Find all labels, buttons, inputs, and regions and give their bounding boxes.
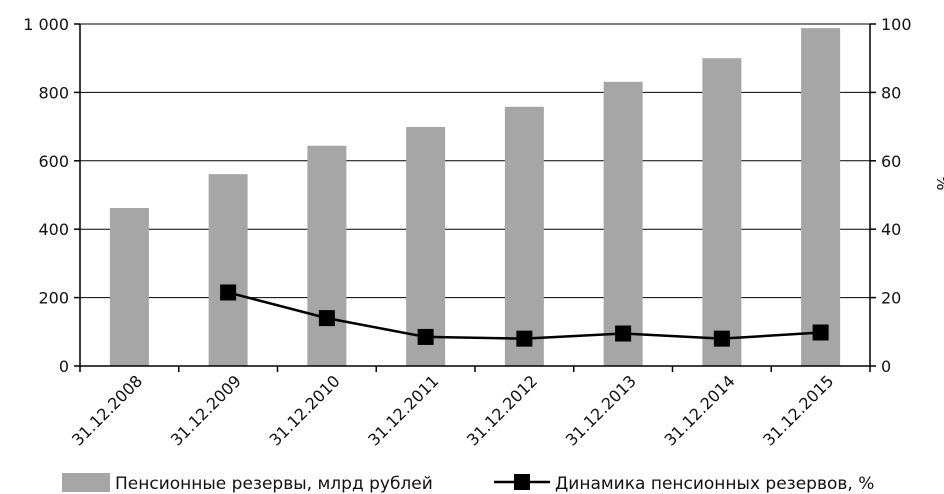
x-tick-label: 31.12.2008 bbox=[68, 371, 146, 449]
bar bbox=[505, 107, 544, 366]
grid-lines bbox=[80, 24, 870, 298]
right-tick-label: 40 bbox=[881, 220, 901, 239]
x-tick-label: 31.12.2012 bbox=[463, 371, 541, 449]
right-tick-label: 60 bbox=[881, 152, 901, 171]
line-point bbox=[418, 329, 434, 345]
x-axis-ticks: 31.12.2008 31.12.2009 31.12.2010 31.12.2011… bbox=[68, 366, 870, 450]
bar-series bbox=[110, 28, 840, 366]
legend-line-marker bbox=[514, 474, 530, 490]
bar bbox=[110, 208, 149, 366]
x-tick-label: 31.12.2013 bbox=[562, 371, 640, 449]
right-axis-ticks: 0 20 40 60 80 100 bbox=[870, 15, 912, 376]
legend-line-label: Динамика пенсионных резервов, % bbox=[555, 474, 874, 494]
line-point bbox=[813, 324, 829, 340]
x-tick-label: 31.12.2014 bbox=[660, 371, 738, 449]
right-axis-label: % bbox=[933, 175, 944, 190]
x-tick-label: 31.12.2009 bbox=[167, 371, 245, 449]
line-point bbox=[516, 331, 532, 347]
right-tick-label: 0 bbox=[881, 357, 891, 376]
left-tick-label: 1 000 bbox=[23, 15, 69, 34]
right-tick-label: 80 bbox=[881, 83, 901, 102]
line-point bbox=[220, 284, 236, 300]
line-point bbox=[714, 331, 730, 347]
x-tick-label: 31.12.2015 bbox=[759, 371, 837, 449]
right-tick-label: 100 bbox=[881, 15, 912, 34]
legend-bar-swatch bbox=[62, 473, 110, 492]
bar bbox=[209, 174, 248, 366]
x-tick-label: 31.12.2011 bbox=[364, 371, 442, 449]
bar bbox=[604, 82, 643, 366]
x-tick-label: 31.12.2010 bbox=[265, 371, 343, 449]
legend: Пенсионные резервы, млрд рублей Динамика… bbox=[62, 473, 874, 494]
left-axis-ticks: 0 200 400 600 800 1 000 bbox=[23, 15, 80, 376]
left-tick-label: 600 bbox=[38, 152, 69, 171]
bar bbox=[307, 146, 346, 366]
line-point bbox=[319, 310, 335, 326]
left-tick-label: 800 bbox=[38, 83, 69, 102]
legend-bar-label: Пенсионные резервы, млрд рублей bbox=[115, 474, 433, 494]
bar bbox=[801, 28, 840, 366]
bar bbox=[702, 58, 741, 366]
axes bbox=[80, 24, 870, 366]
left-tick-label: 200 bbox=[38, 289, 69, 308]
left-tick-label: 0 bbox=[59, 357, 69, 376]
right-tick-label: 20 bbox=[881, 289, 901, 308]
left-tick-label: 400 bbox=[38, 220, 69, 239]
line-point bbox=[615, 326, 631, 342]
